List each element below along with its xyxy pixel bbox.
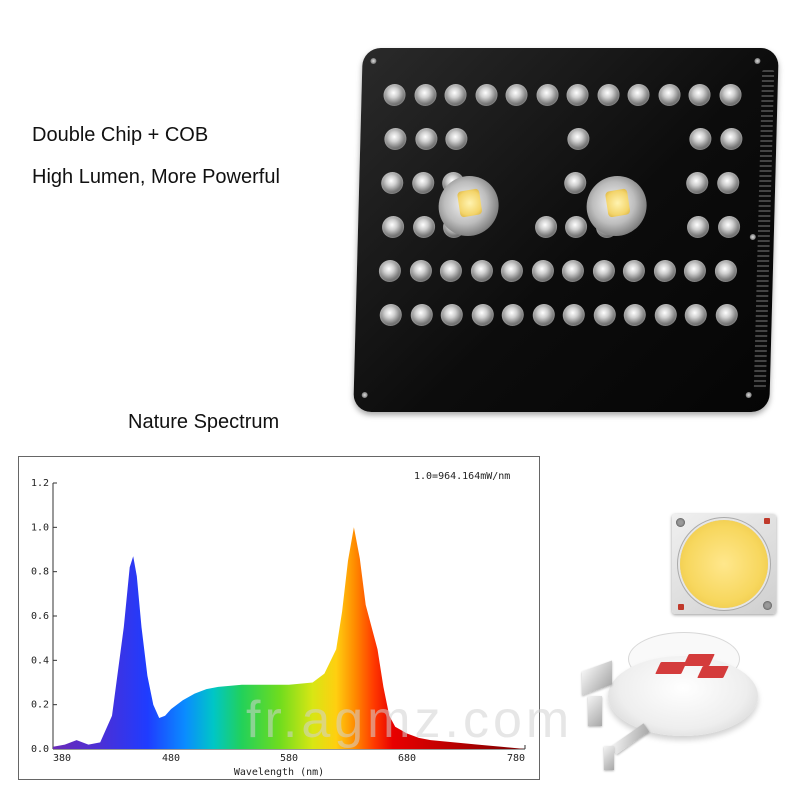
y-tick-label: 0.8 [31,567,49,578]
led-emitter [718,84,742,106]
x-tick-label: 480 [162,753,180,764]
led-emitter [686,216,710,238]
led-emitter [534,216,557,238]
screw [745,392,752,398]
led-emitter [596,84,620,106]
led-emitter [685,172,709,194]
led-emitter [383,84,406,106]
chart-annotation: 1.0=964.164mW/nm [414,471,510,482]
spectrum-chart-svg: 0.0 0.2 0.4 0.6 0.8 1.0 1.2 380 480 580 680 780 1.0… [31,471,526,778]
led-emitter [567,128,590,150]
x-axis-label: Wavelength (nm) [234,767,324,778]
led-emitter [561,260,585,282]
led-emitter [381,216,405,238]
spectrum-chart: 0.0 0.2 0.4 0.6 0.8 1.0 1.2 380 480 580 680 780 1.0… [18,456,540,780]
led-emitter [653,304,677,326]
led-emitter [714,260,737,282]
led-emitter [413,84,437,106]
led-emitter [384,128,407,150]
heatsink-vents [753,70,775,390]
led-emitter [411,172,435,194]
spectrum-area [53,527,525,749]
led-emitter [683,260,707,282]
led-emitter [684,304,708,326]
led-emitter [689,128,712,150]
y-tick-label: 1.0 [31,522,49,533]
led-emitter [444,84,467,106]
y-tick-label: 0.0 [31,744,49,755]
led-emitter [562,304,586,326]
cob-phosphor-disc [680,520,768,608]
led-emitter [378,260,402,282]
led-emitter [440,304,464,326]
led-emitter [717,216,740,238]
spectrum-title: Nature Spectrum [128,411,280,433]
smd-led-illustration [580,626,800,796]
led-emitter [445,128,468,150]
led-emitter [531,260,554,282]
led-emitter [623,304,647,326]
led-emitter [653,260,676,282]
led-emitter [409,304,433,326]
screw [370,58,377,64]
led-emitter [535,84,559,106]
headline-double-chip: Double Chip + COB [32,124,209,146]
led-emitter [412,216,435,238]
led-emitter [566,84,589,106]
led-emitter [501,304,525,326]
screw [749,234,756,240]
led-emitter [470,260,493,282]
x-tick-label: 580 [280,753,298,764]
led-emitter [470,304,494,326]
x-tick-label: 380 [53,753,71,764]
x-tick-label: 780 [507,753,525,764]
cob-lens [437,176,500,236]
cob-chip-image [672,514,776,614]
led-emitter [714,304,738,326]
x-tick-label: 680 [398,753,416,764]
screw [361,392,368,398]
led-emitter [500,260,524,282]
cob-emitter [456,188,483,218]
led-emitter [563,172,587,194]
led-emitter [592,304,616,326]
led-emitter [622,260,646,282]
led-grow-light-panel-image [353,48,779,412]
led-emitter [380,172,404,194]
led-emitter [627,84,650,106]
headline-high-lumen: High Lumen, More Powerful [32,166,280,188]
led-emitter [719,128,743,150]
led-emitter [716,172,740,194]
cob-lens [585,176,648,236]
led-emitter [564,216,588,238]
screw [754,58,761,64]
led-emitter [474,84,498,106]
led-emitter [592,260,615,282]
led-emitter [379,304,403,326]
y-tick-label: 1.2 [31,478,49,489]
led-emitter [531,304,555,326]
y-tick-label: 0.2 [31,700,49,711]
y-tick-label: 0.4 [31,655,49,666]
led-emitter [439,260,463,282]
led-emitter [505,84,528,106]
led-emitter [688,84,711,106]
y-tick-label: 0.6 [31,611,49,622]
led-emitter [409,260,432,282]
led-emitter [657,84,681,106]
cob-emitter [604,188,631,218]
led-emitter [414,128,438,150]
